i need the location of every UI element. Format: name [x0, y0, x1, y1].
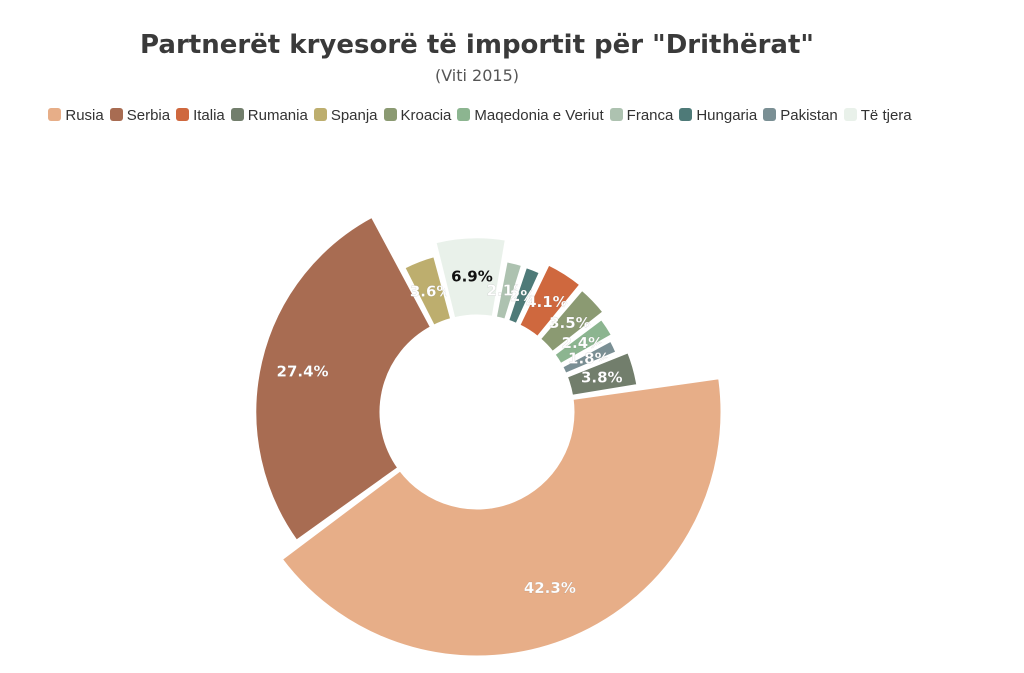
legend-label: Spanja: [330, 107, 378, 124]
slice-label: 6.9%: [451, 267, 493, 285]
pie-slice[interactable]: [564, 350, 640, 398]
legend-item[interactable]: Maqedonia e Veriut: [457, 104, 604, 128]
slice-label: 3.8%: [581, 368, 623, 386]
legend-item[interactable]: Të tjera: [843, 104, 912, 128]
legend-label: Franca: [626, 107, 674, 124]
slice-label: 2.4%: [562, 334, 604, 352]
legend: Rusia Serbia Italia Rumania Spanja Kroacia Maq…: [30, 104, 930, 128]
legend-swatch: [763, 108, 777, 121]
legend-label: Rusia: [65, 107, 104, 124]
legend-swatch: [313, 108, 327, 121]
legend-swatch: [383, 108, 397, 121]
legend-label: Serbia: [126, 107, 171, 124]
pie-slice[interactable]: [279, 376, 724, 659]
legend-label: Pakistan: [780, 107, 838, 124]
slice-label: 4.1%: [526, 293, 568, 311]
legend-item[interactable]: Serbia: [109, 104, 171, 128]
pie-slice[interactable]: [506, 265, 542, 327]
legend-swatch: [679, 108, 693, 121]
legend-label: Të tjera: [860, 107, 912, 124]
legend-label: Italia: [193, 107, 225, 124]
legend-item[interactable]: Kroacia: [383, 104, 452, 128]
legend-swatch: [843, 108, 857, 121]
slice-label: 3.6%: [410, 283, 452, 301]
legend-item[interactable]: Rumania: [230, 104, 308, 128]
legend-item[interactable]: Pakistan: [763, 104, 838, 128]
legend-swatch: [109, 108, 123, 121]
legend-swatch: [48, 108, 62, 121]
pie-slice[interactable]: [402, 254, 454, 328]
pie-slice[interactable]: [560, 338, 619, 376]
slice-label: 42.3%: [524, 579, 576, 597]
chart-subtitle: (Viti 2015): [434, 66, 520, 85]
legend-item[interactable]: Rusia: [48, 104, 104, 128]
legend-label: Maqedonia e Veriut: [474, 107, 604, 124]
legend-label: Hungaria: [696, 107, 758, 124]
slice-label: 3.5%: [549, 314, 591, 332]
pie-slice[interactable]: [253, 214, 434, 543]
legend-swatch: [457, 108, 471, 121]
legend-swatch: [176, 108, 190, 121]
pie-slice[interactable]: [537, 287, 606, 355]
legend-label: Rumania: [247, 107, 308, 124]
legend-swatch: [230, 108, 244, 121]
legend-item[interactable]: Hungaria: [679, 104, 757, 128]
pie-slice[interactable]: [433, 235, 508, 321]
pie-slice[interactable]: [493, 259, 525, 322]
slice-label: 27.4%: [277, 362, 329, 380]
pie-slice[interactable]: [552, 316, 615, 367]
legend-swatch: [609, 108, 623, 121]
legend-item[interactable]: Spanja: [313, 104, 378, 128]
legend-label: Kroacia: [400, 107, 452, 124]
legend-item[interactable]: Franca: [609, 104, 674, 128]
legend-item[interactable]: Italia: [176, 104, 225, 128]
pie-slice[interactable]: [517, 262, 583, 340]
chart-title: Partnerët kryesorë të importit për "Drit…: [140, 30, 814, 60]
